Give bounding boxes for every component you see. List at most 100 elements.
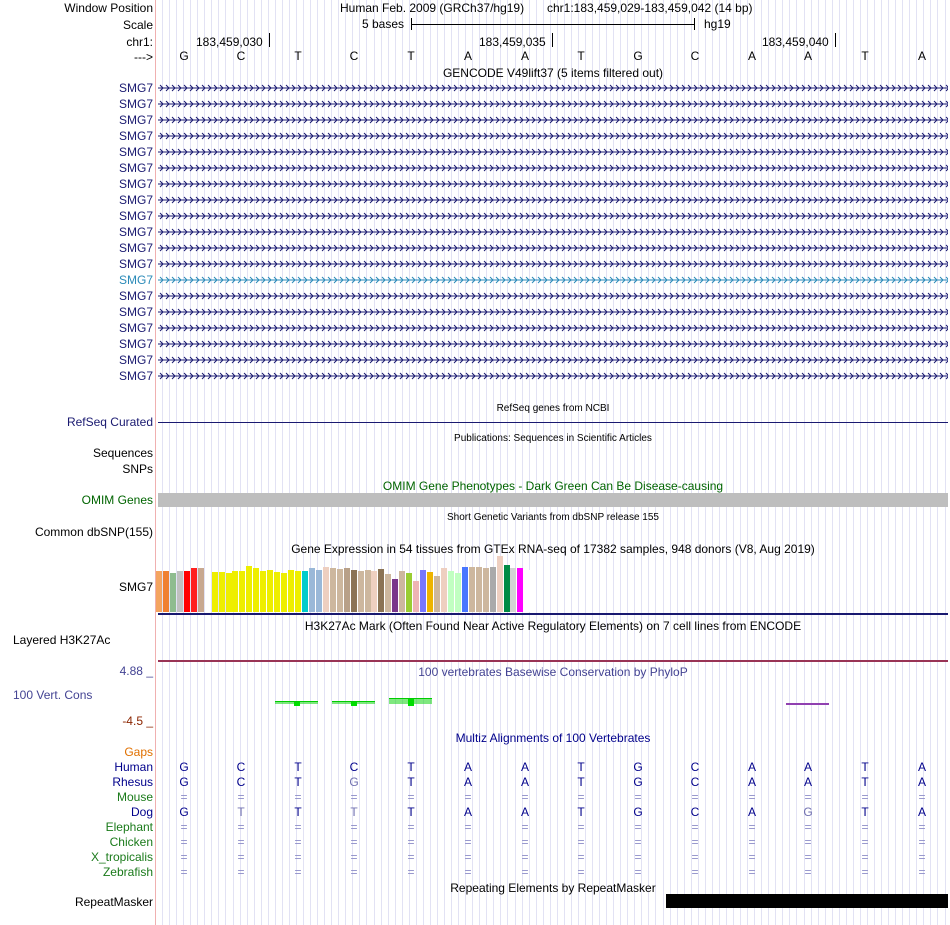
refseq-label[interactable]: RefSeq Curated (66, 415, 153, 429)
sequences-label[interactable]: Sequences (92, 446, 153, 460)
gtex-tissue-bar[interactable] (302, 571, 308, 612)
gtex-tissue-bar[interactable] (476, 567, 482, 612)
repeatmasker-element[interactable] (666, 894, 948, 908)
gene-name-smg7[interactable]: SMG7 (118, 369, 153, 383)
gaps-label[interactable]: Gaps (124, 745, 153, 759)
gtex-tissue-bar[interactable] (462, 567, 468, 612)
gene-name-smg7[interactable]: SMG7 (118, 161, 153, 175)
gtex-tissue-bar[interactable] (309, 568, 315, 612)
species-elephant-label[interactable]: Elephant (105, 820, 153, 834)
repeatmasker-title[interactable]: Repeating Elements by RepeatMasker (450, 881, 656, 895)
gene-name-smg7[interactable]: SMG7 (118, 129, 153, 143)
gtex-tissue-bar[interactable] (448, 571, 454, 612)
gene-name-smg7[interactable]: SMG7 (118, 241, 153, 255)
gtex-tissue-bar[interactable] (191, 568, 197, 612)
species-zebrafish-label[interactable]: Zebrafish (102, 865, 153, 879)
cons-label[interactable]: 100 Vert. Cons (13, 688, 93, 702)
h3k27ac-label[interactable]: Layered H3K27Ac (13, 633, 111, 647)
gene-model[interactable] (158, 147, 948, 157)
phylop-score-bar[interactable] (786, 703, 829, 705)
gtex-tissue-bar[interactable] (226, 573, 232, 612)
gene-model[interactable] (158, 163, 948, 173)
gene-name-smg7[interactable]: SMG7 (118, 225, 153, 239)
species-x_tropicalis-label[interactable]: X_tropicalis (90, 850, 153, 864)
omim-bar[interactable] (158, 493, 948, 507)
gtex-tissue-bar[interactable] (504, 565, 510, 612)
species-chicken-label[interactable]: Chicken (109, 835, 153, 849)
h3k27ac-title[interactable]: H3K27Ac Mark (Often Found Near Active Re… (304, 619, 802, 633)
gtex-tissue-bar[interactable] (344, 568, 350, 612)
gene-model[interactable] (158, 339, 948, 349)
gtex-tissue-bar[interactable] (177, 571, 183, 612)
gene-name-smg7[interactable]: SMG7 (118, 81, 153, 95)
gene-model[interactable] (158, 99, 948, 109)
gene-name-smg7[interactable]: SMG7 (118, 145, 153, 159)
gene-name-smg7[interactable]: SMG7 (118, 177, 153, 191)
gene-model[interactable] (158, 83, 948, 93)
gtex-tissue-bar[interactable] (413, 581, 419, 612)
publications-title[interactable]: Publications: Sequences in Scientific Ar… (454, 433, 652, 444)
gtex-tissue-bar[interactable] (239, 571, 245, 612)
gtex-tissue-bar[interactable] (267, 570, 273, 612)
gtex-tissue-bar[interactable] (469, 567, 475, 612)
gtex-tissue-bar[interactable] (406, 573, 412, 612)
gtex-label[interactable]: SMG7 (118, 580, 153, 594)
species-mouse-label[interactable]: Mouse (116, 790, 153, 804)
gene-model[interactable] (158, 211, 948, 221)
gtex-tissue-bar[interactable] (420, 570, 426, 612)
gtex-tissue-bar[interactable] (281, 573, 287, 612)
dbsnp-label[interactable]: Common dbSNP(155) (34, 525, 153, 539)
gtex-tissue-bar[interactable] (274, 572, 280, 612)
gene-name-smg7[interactable]: SMG7 (118, 305, 153, 319)
gene-name-smg7[interactable]: SMG7 (118, 353, 153, 367)
gene-model[interactable] (158, 275, 948, 285)
gtex-tissue-bar[interactable] (399, 571, 405, 612)
gtex-tissue-bar[interactable] (441, 568, 447, 612)
omim-label[interactable]: OMIM Genes (81, 493, 153, 507)
omim-title[interactable]: OMIM Gene Phenotypes - Dark Green Can Be… (382, 479, 724, 493)
gtex-tissue-bar[interactable] (524, 570, 530, 612)
gtex-tissue-bar[interactable] (232, 571, 238, 612)
gene-name-smg7[interactable]: SMG7 (118, 97, 153, 111)
gencode-title[interactable]: GENCODE V49lift37 (5 items filtered out) (442, 66, 664, 80)
refseq-gene-line[interactable] (158, 422, 948, 423)
gtex-tissue-bar[interactable] (198, 568, 204, 612)
gtex-tissue-bar[interactable] (170, 573, 176, 612)
gene-model[interactable] (158, 291, 948, 301)
gtex-tissue-bar[interactable] (517, 568, 523, 612)
gtex-tissue-bar[interactable] (371, 571, 377, 612)
gtex-tissue-bar[interactable] (316, 570, 322, 612)
snps-label[interactable]: SNPs (122, 462, 153, 476)
gtex-tissue-bar[interactable] (392, 579, 398, 612)
gtex-tissue-bar[interactable] (184, 571, 190, 612)
gtex-tissue-bar[interactable] (427, 572, 433, 612)
repeatmasker-label[interactable]: RepeatMasker (74, 895, 153, 909)
gtex-tissue-bar[interactable] (212, 572, 218, 612)
gtex-tissue-bar[interactable] (205, 570, 211, 612)
gtex-tissue-bar[interactable] (434, 576, 440, 612)
gtex-tissue-bar[interactable] (253, 568, 259, 612)
gtex-tissue-bar[interactable] (337, 569, 343, 612)
gene-name-smg7[interactable]: SMG7 (118, 193, 153, 207)
gtex-tissue-bar[interactable] (385, 574, 391, 612)
gtex-tissue-bar[interactable] (330, 568, 336, 612)
refseq-title[interactable]: RefSeq genes from NCBI (496, 403, 610, 414)
species-rhesus-label[interactable]: Rhesus (112, 775, 153, 789)
gene-name-smg7[interactable]: SMG7 (118, 273, 153, 287)
gtex-title[interactable]: Gene Expression in 54 tissues from GTEx … (291, 542, 815, 556)
gene-name-smg7[interactable]: SMG7 (118, 289, 153, 303)
gtex-tissue-bar[interactable] (455, 573, 461, 612)
gene-model[interactable] (158, 179, 948, 189)
gtex-tissue-bar[interactable] (288, 570, 294, 612)
gene-model[interactable] (158, 227, 948, 237)
gtex-tissue-bar[interactable] (378, 569, 384, 612)
gtex-tissue-bar[interactable] (497, 556, 503, 612)
gtex-tissue-bar[interactable] (246, 566, 252, 612)
dbsnp-title[interactable]: Short Genetic Variants from dbSNP releas… (447, 512, 659, 523)
gtex-tissue-bar[interactable] (483, 568, 489, 612)
gene-model[interactable] (158, 307, 948, 317)
gene-model[interactable] (158, 371, 948, 381)
gene-model[interactable] (158, 243, 948, 253)
gtex-tissue-bar[interactable] (163, 571, 169, 612)
gtex-tissue-bar[interactable] (156, 571, 162, 612)
